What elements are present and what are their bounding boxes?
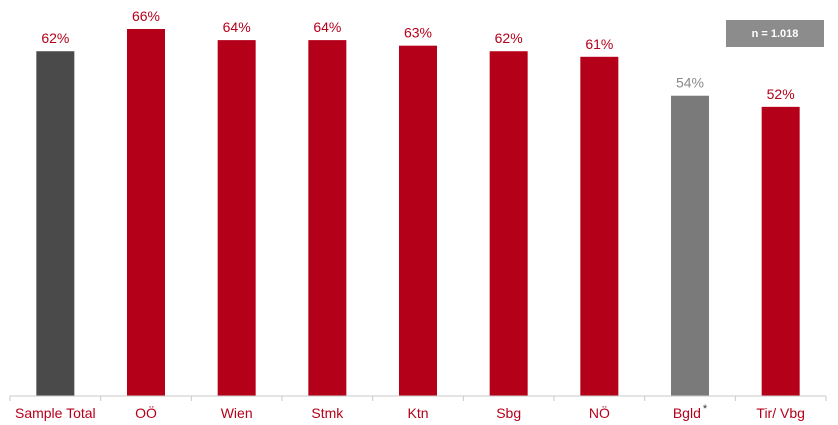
value-label: 66% <box>132 8 160 24</box>
value-label: 64% <box>223 19 251 35</box>
value-label: 62% <box>41 30 69 46</box>
category-labels-group: Sample Total OÖ Wien Stmk Ktn Sbg NÖ Bgld * Tir/ … <box>15 403 805 421</box>
value-label: 52% <box>767 86 795 102</box>
category-label: NÖ <box>589 404 610 421</box>
bar-wien <box>217 40 256 396</box>
bar-stmk <box>308 40 347 396</box>
sample-size-badge: n = 1.018 <box>726 20 824 47</box>
bar-sbg <box>489 51 528 396</box>
category-label: Bgld * <box>673 403 708 421</box>
category-label: Ktn <box>407 405 428 421</box>
value-label: 61% <box>585 36 613 52</box>
x-axis-ticks-group <box>9 396 827 401</box>
bar-nö <box>580 56 619 396</box>
value-label: 54% <box>676 75 704 91</box>
bar-ktn <box>399 45 437 396</box>
value-labels-group: 62% 66% 64% 64% 63% 62% 61% 54% 52% <box>41 8 794 102</box>
value-label: 63% <box>404 25 432 41</box>
category-label: Sbg <box>496 405 521 421</box>
category-label: Stmk <box>311 405 344 421</box>
category-label: Tir/ Vbg <box>756 405 805 421</box>
bar-bgld <box>671 95 709 397</box>
bar-tir-vbg <box>761 106 800 397</box>
category-label: OÖ <box>135 404 157 421</box>
bar-sample-total <box>36 51 75 396</box>
bars-group <box>36 29 800 397</box>
value-label: 64% <box>313 19 341 35</box>
bar-oö <box>127 29 165 396</box>
category-label: Sample Total <box>15 405 96 421</box>
category-label: Wien <box>221 405 253 421</box>
value-label: 62% <box>495 30 523 46</box>
